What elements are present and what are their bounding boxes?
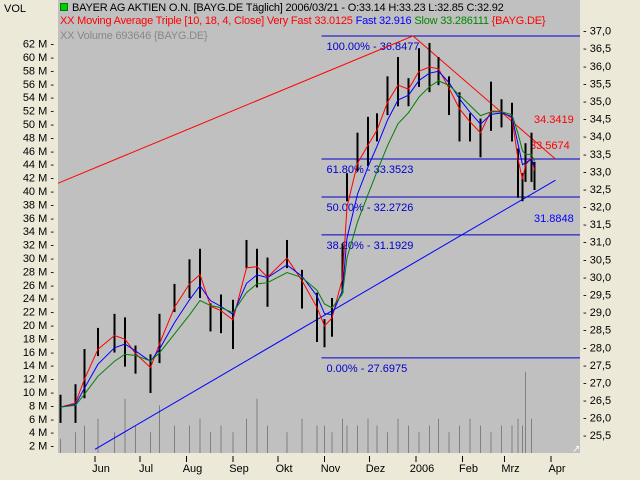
- trendline: [58, 35, 414, 184]
- price-tick-label: - 36,0: [583, 61, 611, 73]
- volume-tick-label: 38 M -: [23, 199, 55, 211]
- volume-tick-label: 14 M -: [23, 360, 55, 372]
- trendline-label: 31.8848: [534, 213, 574, 225]
- instrument-info: BAYER AG AKTIEN O.N. [BAYG.DE Täglich] 2…: [72, 2, 504, 14]
- volume-tick-label: 22 M -: [23, 307, 55, 319]
- volume-tick-label: 30 M -: [23, 253, 55, 265]
- trendline-label: 33.5674: [530, 140, 570, 152]
- volume-tick-label: 4 M -: [29, 427, 54, 439]
- price-tick-label: - 31,0: [583, 237, 611, 249]
- volume-tick-label: 8 M -: [29, 400, 54, 412]
- volume-tick-label: 62 M -: [23, 39, 55, 51]
- trendline-label: 34.3419: [534, 114, 574, 126]
- x-tick-label: Okt: [275, 463, 292, 475]
- ma-very-fast-label: XX Moving Average Triple [10, 18, 4, Clo…: [60, 15, 353, 27]
- price-tick-label: - 34,0: [583, 131, 611, 143]
- volume-tick-label: 24 M -: [23, 293, 55, 305]
- price-tick-label: - 32,0: [583, 202, 611, 214]
- ma-symbol-label: {BAYG.DE}: [491, 15, 546, 27]
- price-tick-label: - 32,5: [583, 184, 611, 196]
- volume-tick-label: 12 M -: [23, 374, 55, 386]
- volume-tick-label: 44 M -: [23, 159, 55, 171]
- volume-tick-label: 56 M -: [23, 79, 55, 91]
- volume-tick-label: 54 M -: [23, 92, 55, 104]
- volume-tick-label: 42 M -: [23, 173, 55, 185]
- trendline: [94, 179, 556, 450]
- volume-tick-label: 48 M -: [23, 132, 55, 144]
- ma-slow-label: Slow 33.286111: [414, 15, 489, 27]
- price-tick-label: - 27,0: [583, 377, 611, 389]
- volume-tick-label: 34 M -: [23, 226, 55, 238]
- x-tick-label: Feb: [459, 463, 478, 475]
- volume-tick-label: 58 M -: [23, 65, 55, 77]
- x-tick-label: Jun: [92, 463, 110, 475]
- volume-tick-label: 46 M -: [23, 146, 55, 158]
- x-tick-label: 2006: [410, 463, 434, 475]
- volume-tick-label: 52 M -: [23, 106, 55, 118]
- price-tick-label: - 30,0: [583, 272, 611, 284]
- volume-tick-label: 18 M -: [23, 333, 55, 345]
- price-tick-label: - 30,5: [583, 254, 611, 266]
- price-tick-label: - 35,0: [583, 96, 611, 108]
- price-tick-label: - 26,0: [583, 413, 611, 425]
- volume-tick-label: 60 M -: [23, 52, 55, 64]
- price-tick-label: - 28,5: [583, 325, 611, 337]
- volume-tick-label: 2 M -: [29, 441, 54, 453]
- price-tick-label: - 26,5: [583, 395, 611, 407]
- volume-tick-label: 40 M -: [23, 186, 55, 198]
- fibonacci-label: 61.80% - 33.3523: [327, 164, 414, 176]
- x-tick-label: Dez: [366, 463, 386, 475]
- legend-instrument: BAYER AG AKTIEN O.N. [BAYG.DE Täglich] 2…: [60, 2, 504, 14]
- x-tick-label: Aug: [183, 463, 203, 475]
- ma-fast-label: Fast 32.916: [355, 15, 412, 27]
- price-tick-label: - 33,0: [583, 166, 611, 178]
- x-tick-label: Mrz: [501, 463, 519, 475]
- price-tick-label: - 28,0: [583, 342, 611, 354]
- ma-slow-line: [60, 80, 535, 408]
- price-tick-label: - 35,5: [583, 78, 611, 90]
- ma-very-fast-line: [60, 66, 535, 408]
- fibonacci-label: 38.20% - 31.1929: [327, 240, 414, 252]
- price-tick-label: - 34,5: [583, 114, 611, 126]
- volume-tick-label: 20 M -: [23, 320, 55, 332]
- volume-tick-label: 50 M -: [23, 119, 55, 131]
- chart-plot-area[interactable]: [58, 0, 580, 453]
- fibonacci-label: 100.00% - 36.8477: [327, 41, 420, 53]
- legend-volume: XX Volume 693646 {BAYG.DE}: [60, 30, 208, 42]
- volume-tick-label: 6 M -: [29, 414, 54, 426]
- legend-moving-average: XX Moving Average Triple [10, 18, 4, Clo…: [60, 15, 546, 27]
- x-tick-label: Apr: [548, 463, 565, 475]
- volume-tick-label: 10 M -: [23, 387, 55, 399]
- price-tick-label: - 25,5: [583, 430, 611, 442]
- volume-tick-label: 32 M -: [23, 240, 55, 252]
- volume-tick-label: 28 M -: [23, 266, 55, 278]
- x-tick-label: Jul: [139, 463, 153, 475]
- price-tick-label: - 33,5: [583, 149, 611, 161]
- plot-content: 100.00% - 36.8477 61.80% - 33.3523 50.00% …: [58, 35, 580, 453]
- fibonacci-label: 50.00% - 32.2726: [327, 202, 414, 214]
- instrument-marker-icon: [60, 3, 68, 11]
- volume-tick-label: 36 M -: [23, 213, 55, 225]
- resize-corner-icon[interactable]: ↗: [572, 444, 580, 455]
- price-tick-label: - 29,5: [583, 289, 611, 301]
- price-tick-label: - 31,5: [583, 219, 611, 231]
- ma-fast-line: [60, 70, 535, 408]
- x-tick-label: Sep: [229, 463, 249, 475]
- fibonacci-label: 0.00% - 27.6975: [327, 363, 408, 375]
- price-tick-label: - 27,5: [583, 360, 611, 372]
- volume-tick-label: 16 M -: [23, 347, 55, 359]
- price-tick-label: - 36,5: [583, 43, 611, 55]
- volume-axis-title: VOL: [4, 3, 27, 15]
- price-tick-label: - 37,0: [583, 26, 611, 38]
- volume-tick-label: 26 M -: [23, 280, 55, 292]
- x-tick-label: Nov: [321, 463, 341, 475]
- price-tick-label: - 29,0: [583, 307, 611, 319]
